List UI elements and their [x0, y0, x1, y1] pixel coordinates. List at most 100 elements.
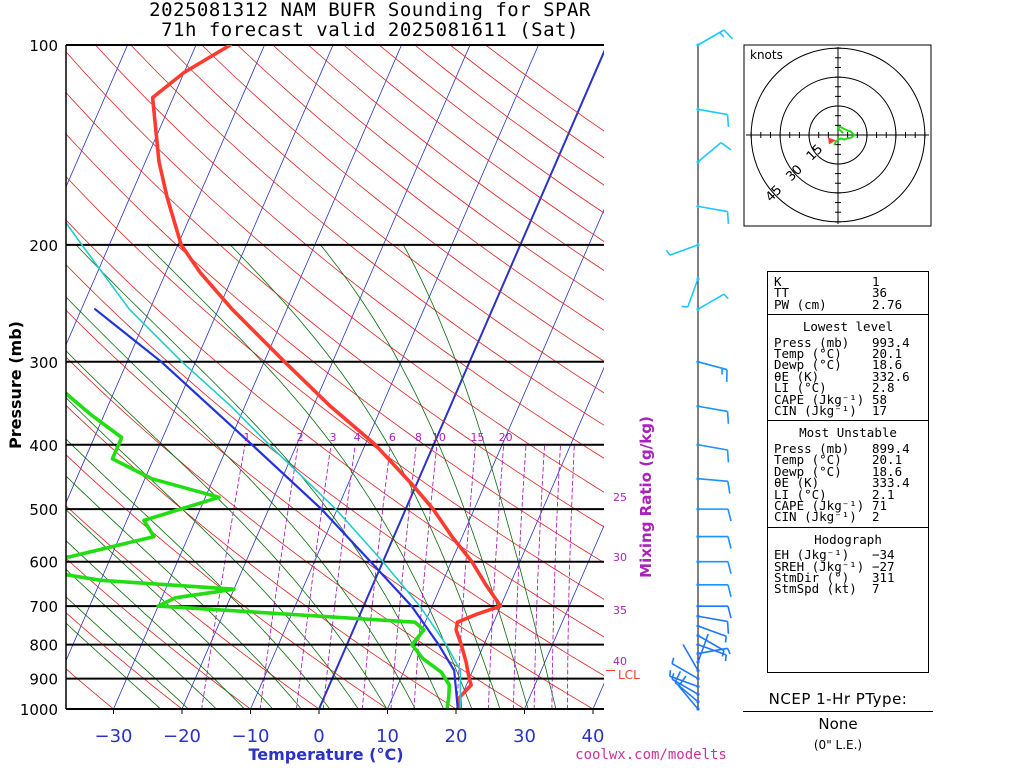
stat-value: −27: [872, 558, 895, 574]
wind-barb-half-flag: [665, 249, 671, 256]
storm-motion-marker: [827, 137, 836, 145]
wind-barb-flag: [727, 561, 732, 574]
wind-barb-staff: [697, 108, 728, 116]
stat-value: 2.76: [872, 296, 903, 312]
stat-value: 71: [872, 497, 888, 513]
wind-barb: [696, 583, 732, 597]
wind-barb: [696, 404, 730, 424]
sounding-stats-panel: K 1 TT 36 PW (cm) 2.76 Lowest level Press (mb…: [767, 271, 929, 673]
y-tick-label: 900: [29, 671, 58, 689]
dry-adiabat-line: [66, 356, 526, 709]
wind-barb-staff: [697, 634, 725, 652]
wind-barb: [696, 204, 730, 224]
mixing-ratio-tick-label: 6: [389, 431, 396, 444]
stat-value: 7: [872, 581, 880, 597]
wind-barb-half-flag: [721, 650, 725, 657]
wind-barb-origin: [696, 643, 700, 647]
chart-title-line2: 71h forecast valid 2025081611 (Sat): [161, 19, 579, 41]
isotherm-line: [317, 49, 604, 709]
dry-adiabat-line: [66, 264, 604, 677]
moist-adiabat-line: [66, 622, 162, 709]
dewpoint-profile-line: [66, 391, 452, 709]
wind-barb-staff: [697, 142, 722, 163]
wind-barb-origin: [696, 243, 700, 247]
stat-row: Press (mb) 899.4: [774, 440, 928, 456]
indices-section: K 1 TT 36 PW (cm) 2.76: [768, 272, 928, 316]
isotherm-line: [0, 15, 4, 724]
wind-barb-flag: [727, 584, 732, 597]
wind-barb-origin: [696, 277, 700, 281]
wind-barb: [696, 560, 732, 574]
wind-barb-origin: [696, 651, 700, 656]
stat-row: Dewp (°C) 18.6: [774, 358, 928, 371]
moist-adiabat-line: [66, 475, 302, 709]
moist-adiabat-line: [66, 568, 217, 709]
axis-labels: Pressure (mb) Temperature (°C) Mixing Ra…: [6, 321, 727, 764]
wind-barb-staff: [697, 633, 710, 663]
wind-barb-flag: [726, 411, 730, 424]
wind-barb-staff: [697, 477, 728, 483]
stat-value: −34: [872, 547, 895, 563]
wind-barb-half-flag: [671, 657, 675, 664]
x-tick-label: −10: [232, 726, 270, 747]
mixing-ratio-line: [390, 444, 417, 709]
wind-barb-flag: [726, 211, 730, 224]
wind-barb-staff: [697, 443, 728, 451]
wind-barb-flag: [720, 141, 732, 151]
wind-barb-origin: [696, 660, 700, 664]
wind-barb-half-flag: [669, 670, 672, 677]
chart-title-line1: 2025081312 NAM BUFR Sounding for SPAR: [149, 0, 591, 21]
stat-label: Press (mb): [774, 334, 850, 350]
wind-barb-origin: [696, 307, 700, 311]
sounding-profiles: [66, 45, 503, 709]
mixing-ratio-line: [487, 444, 505, 709]
ptype-title: NCEP 1-Hr PType:: [743, 690, 933, 712]
stat-row: Temp (°C) 20.1: [774, 453, 928, 466]
y-tick-label: 1000: [20, 701, 58, 719]
wind-barb-staff: [669, 244, 699, 256]
wind-barb: [696, 507, 732, 522]
wind-barb-staff: [669, 675, 699, 688]
wind-barb-origin: [696, 507, 700, 511]
stat-label: Temp (°C): [774, 346, 842, 362]
y-tick-label: 600: [29, 554, 58, 572]
isotherm-line: [66, 45, 265, 504]
mixing-ratio-axis-label: Mixing Ratio (g/kg): [637, 416, 655, 578]
parcel-profile-line: [94, 308, 459, 709]
stat-row: CAPE (Jkg⁻¹) 58: [774, 393, 928, 406]
moist-adiabat-line: [66, 397, 359, 709]
wind-barb-origin: [696, 107, 700, 111]
stat-value: 311: [872, 569, 895, 585]
stat-value: 36: [872, 285, 888, 301]
mixing-ratio-tick-label: 3: [330, 431, 337, 444]
dry-adiabat-line: [484, 45, 604, 132]
stat-label: Press (mb): [774, 440, 850, 456]
dry-adiabat-line: [236, 45, 604, 331]
ptype-note: (0" L.E.): [813, 738, 863, 752]
stat-value: 333.4: [872, 475, 910, 491]
stat-value: 1: [872, 274, 880, 289]
stat-label: StmDir (°): [774, 569, 850, 585]
y-tick-label: 700: [29, 598, 58, 616]
hodograph-stats-section: Hodograph EH (Jkg⁻¹) −34 SREH (Jkg⁻¹) −27 St…: [768, 528, 928, 599]
stat-row: TT 36: [774, 285, 928, 301]
mixing-ratio-line: [456, 444, 476, 709]
stat-row: StmDir (°) 311: [774, 569, 928, 585]
mixing-ratio-tick-label: 40: [613, 655, 627, 668]
moist-adiabat-line: [66, 438, 331, 709]
wind-barbs: [665, 29, 734, 711]
stat-value: 899.4: [872, 440, 910, 456]
y-tick-label: 500: [29, 501, 58, 519]
hodograph-units-label: knots: [750, 48, 783, 62]
x-tick-label: 20: [445, 726, 468, 747]
x-tick-label: 40: [582, 726, 605, 747]
dry-adiabat-line: [66, 668, 115, 709]
dry-adiabat-line: [66, 133, 604, 564]
wind-barb-staff: [697, 293, 725, 310]
wind-barb: [696, 633, 710, 664]
wind-barb: [696, 29, 734, 47]
wind-barb-origin: [696, 583, 700, 587]
stat-row: LI (°C) 2.8: [774, 381, 928, 394]
